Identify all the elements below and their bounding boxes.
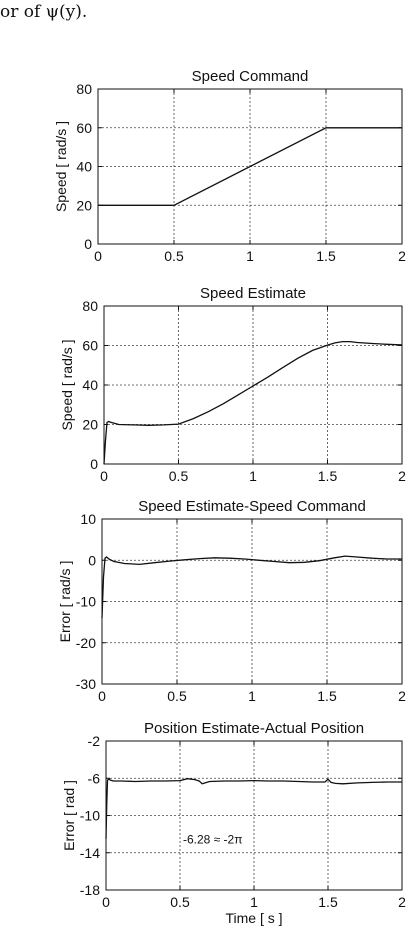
y-tick-label: -30 [76, 676, 96, 692]
y-tick-label: 0 [90, 456, 98, 472]
x-tick-label: 2 [398, 468, 406, 484]
x-tick-label: 2 [398, 894, 406, 910]
x-axis-label: Time [ s ] [225, 910, 282, 926]
y-tick-label: 20 [82, 417, 98, 433]
y-tick-label: -6 [88, 770, 101, 786]
y-tick-label: -14 [80, 845, 100, 861]
series-line [101, 555, 402, 619]
x-tick-label: 1.5 [316, 248, 336, 264]
x-tick-label: 1.5 [318, 468, 338, 484]
series-line [103, 340, 403, 465]
annotation-text: -6.28 ≈ -2π [183, 832, 243, 846]
x-tick-label: 1 [248, 688, 256, 704]
series-line [98, 127, 402, 206]
y-tick-label: 0 [88, 552, 96, 568]
x-tick-label: 1 [249, 468, 257, 484]
y-axis-label: Error [ rad/s ] [57, 561, 73, 643]
y-tick-label: 80 [82, 298, 98, 314]
y-tick-label: 80 [76, 81, 92, 97]
y-axis-label: Speed [ rad/s ] [59, 339, 75, 430]
x-tick-label: 0 [94, 248, 102, 264]
chart-title: Speed Estimate-Speed Command [138, 498, 366, 515]
y-tick-label: 60 [76, 120, 92, 136]
y-axis-label: Error [ rad ] [61, 780, 77, 851]
chart-4: 0 0.5 1 1.5 2 -18 -14 -10 -6 -2 Position Estimate-… [61, 720, 406, 926]
x-tick-label: 1 [250, 894, 258, 910]
series-line [105, 778, 402, 839]
y-tick-label: 40 [76, 159, 92, 175]
x-tick-label: 0.5 [167, 688, 187, 704]
y-tick-label: -2 [88, 733, 101, 749]
x-tick-label: 0.5 [169, 468, 189, 484]
y-tick-label: -10 [76, 594, 96, 610]
x-tick-label: 2 [398, 248, 406, 264]
y-tick-label: 0 [84, 236, 92, 252]
x-tick-label: 0.5 [164, 248, 184, 264]
y-tick-label: -10 [80, 808, 100, 824]
y-tick-label: 10 [80, 511, 96, 527]
x-tick-label: 0 [102, 894, 110, 910]
x-tick-label: 0 [100, 468, 108, 484]
y-tick-label: -18 [80, 882, 100, 898]
x-tick-label: 2 [398, 688, 406, 704]
y-tick-label: 60 [82, 338, 98, 354]
x-tick-label: 0 [98, 688, 106, 704]
caption-text: or of ψ(y). [0, 2, 88, 22]
y-tick-label: -20 [76, 635, 96, 651]
chart-title: Speed Estimate [200, 285, 306, 302]
chart-title: Position Estimate-Actual Position [144, 720, 364, 737]
x-tick-label: 1 [246, 248, 254, 264]
x-tick-label: 1.5 [318, 894, 338, 910]
chart-3: 0 0.5 1 1.5 2 -30 -20 -10 0 10 Speed Estimate-Spee… [57, 498, 406, 704]
x-tick-label: 0.5 [170, 894, 190, 910]
y-tick-label: 40 [82, 377, 98, 393]
y-axis-label: Speed [ rad/s ] [53, 121, 69, 212]
y-tick-label: 20 [76, 197, 92, 213]
chart-title: Speed Command [192, 68, 309, 85]
x-tick-label: 1.5 [317, 688, 337, 704]
